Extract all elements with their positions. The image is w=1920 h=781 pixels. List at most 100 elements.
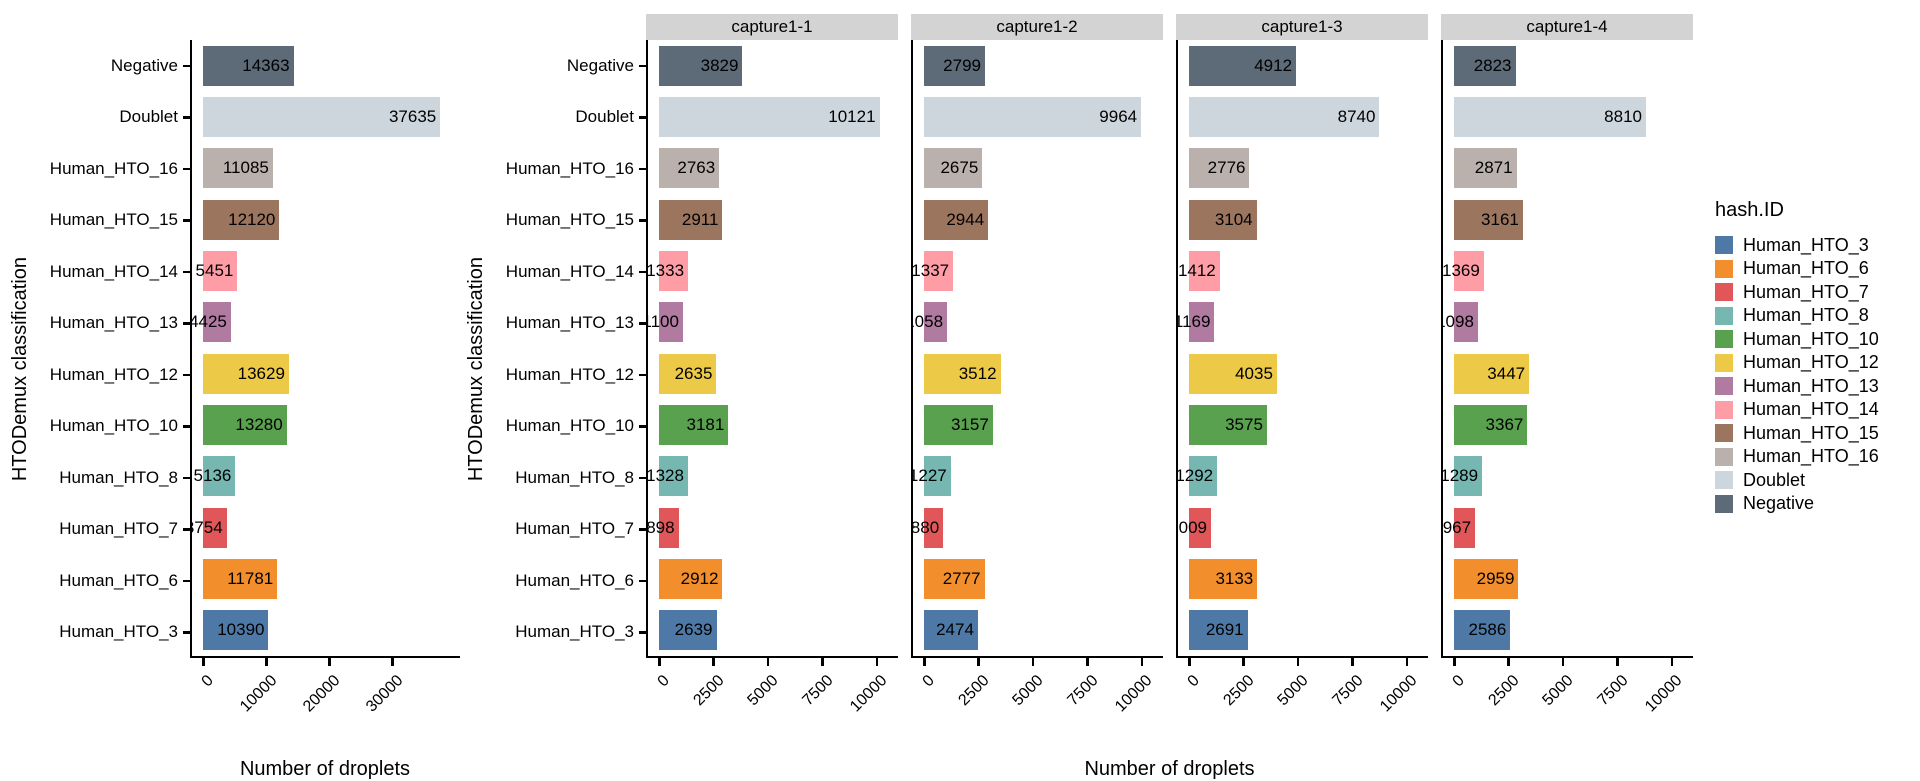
y-tick-label: Human_HTO_15 <box>488 195 646 247</box>
x-tick-label: 2500 <box>1220 672 1258 710</box>
bar: 1169 <box>1178 302 1215 343</box>
x-tick-mark <box>328 658 331 666</box>
bar: 2777 <box>924 558 985 599</box>
bar-value-label: 5136 <box>193 466 232 486</box>
x-tick-mark <box>1140 658 1144 666</box>
legend-item-label: Human_HTO_15 <box>1743 422 1879 443</box>
y-tick-mark <box>183 167 190 170</box>
bar-row: 1227 <box>913 451 1163 502</box>
bar-row: 2776 <box>1178 143 1428 194</box>
y-tick-mark <box>183 116 190 119</box>
bar-value-label: 1098 <box>1443 312 1474 332</box>
bar-value-label: 3367 <box>1485 414 1524 434</box>
bar-row: 1289 <box>1443 451 1693 502</box>
bar: 4912 <box>1189 45 1297 86</box>
bar-value-label: 11085 <box>222 158 269 178</box>
bar-panel: 3829 10121 2763 2911 1333 1100 2635 3181 1328 898… <box>646 40 898 658</box>
bar-row: 13629 <box>192 348 460 399</box>
y-tick-label-text: Human_HTO_3 <box>515 622 634 642</box>
x-tick-mark <box>265 658 268 666</box>
y-tick-mark <box>639 425 646 428</box>
y-tick-label-text: Doublet <box>575 107 634 127</box>
bar-value-label: 2763 <box>677 158 716 178</box>
bar-value-label: 10390 <box>217 620 265 640</box>
strip-spacer <box>488 14 646 40</box>
bar: 967 <box>1443 507 1476 548</box>
bar-value-label: 2635 <box>674 363 713 383</box>
x-tick-mark <box>1616 658 1619 666</box>
y-tick-label: Doublet <box>488 92 646 144</box>
x-tick-mark <box>1031 658 1035 666</box>
y-label-rows: Negative Doublet Human_HTO_16 Human_HTO_15 H… <box>488 40 646 658</box>
bar: 2675 <box>924 148 983 189</box>
y-tick-mark <box>183 425 190 428</box>
bar: 10121 <box>659 96 880 137</box>
bar: 3104 <box>1189 199 1257 240</box>
y-tick-label: Human_HTO_15 <box>32 195 190 247</box>
bar-row: 3829 <box>648 40 898 91</box>
bar-row: 2823 <box>1443 40 1693 91</box>
legend-key <box>1715 494 1733 513</box>
bar: 3157 <box>924 404 993 445</box>
bar-row: 2959 <box>1443 553 1693 604</box>
bar-value-label: 2912 <box>680 568 719 588</box>
y-tick-label-text: Human_HTO_8 <box>515 467 634 487</box>
y-tick-mark <box>639 528 646 531</box>
bar-value-label: 37635 <box>388 106 437 126</box>
x-tick-mark <box>1296 658 1300 666</box>
bar: 3575 <box>1189 404 1267 445</box>
bar-value-label: 13280 <box>235 414 283 434</box>
bar-row: 2675 <box>913 143 1163 194</box>
x-tick-mark <box>1351 658 1354 666</box>
y-tick-label: Human_HTO_12 <box>488 349 646 401</box>
bar: 10390 <box>203 610 269 651</box>
bar-value-label: 1369 <box>1442 260 1480 280</box>
bar: 5136 <box>194 456 236 497</box>
bar: 37635 <box>203 96 441 137</box>
y-tick-mark <box>639 219 646 222</box>
bar-row: 2944 <box>913 194 1163 245</box>
bar-row: 3104 <box>1178 194 1428 245</box>
bar-row: 3512 <box>913 348 1163 399</box>
y-tick-label-text: Human_HTO_15 <box>505 210 634 230</box>
bar-value-label: 3512 <box>958 363 997 383</box>
x-tick-mark <box>1188 658 1191 666</box>
legend-key <box>1715 306 1733 325</box>
bar-row: 11085 <box>192 143 460 194</box>
x-tick-label: 2500 <box>690 672 728 710</box>
bar: 3512 <box>924 353 1001 394</box>
x-axis: 0 2500 5000 7500 10000 <box>920 658 1156 724</box>
bar: 14363 <box>203 45 294 86</box>
x-tick-label: 2500 <box>1485 672 1523 710</box>
bar: 2586 <box>1454 610 1511 651</box>
bar-value-label: 11781 <box>227 568 274 588</box>
bar-row: 967 <box>1443 502 1693 553</box>
bar: 2763 <box>659 148 720 189</box>
bar-row: 2799 <box>913 40 1163 91</box>
y-tick-mark <box>183 373 190 376</box>
bar-row: 1292 <box>1178 451 1428 502</box>
bar-value-label: 13629 <box>237 363 285 383</box>
facet-column: 14363 37635 11085 12120 5451 4425 13629 13280 51… <box>190 14 460 724</box>
y-tick-label: Human_HTO_13 <box>32 298 190 350</box>
bar: 11781 <box>203 558 278 599</box>
bar-value-label: 3161 <box>1481 209 1519 229</box>
x-tick-mark <box>977 658 980 666</box>
x-tick-label: 0 <box>919 672 939 691</box>
bar: 2474 <box>924 610 978 651</box>
legend-item-label: Human_HTO_12 <box>1743 352 1879 373</box>
facet-strip: capture1-3 <box>1176 14 1428 40</box>
y-tick-label: Human_HTO_3 <box>32 607 190 659</box>
bar-value-label: 3104 <box>1214 209 1253 229</box>
legend-title: hash.ID <box>1715 198 1784 221</box>
y-tick-mark <box>639 373 646 376</box>
bar-value-label: 4425 <box>190 312 227 332</box>
bar-row: 1058 <box>913 297 1163 348</box>
legend-item: Negative <box>1715 492 1910 516</box>
bar-value-label: 3575 <box>1225 414 1263 434</box>
legend-item-label: Human_HTO_10 <box>1743 328 1879 349</box>
y-tick-mark <box>639 270 646 273</box>
legend-key <box>1715 236 1733 255</box>
legend-item: Human_HTO_10 <box>1715 328 1910 352</box>
